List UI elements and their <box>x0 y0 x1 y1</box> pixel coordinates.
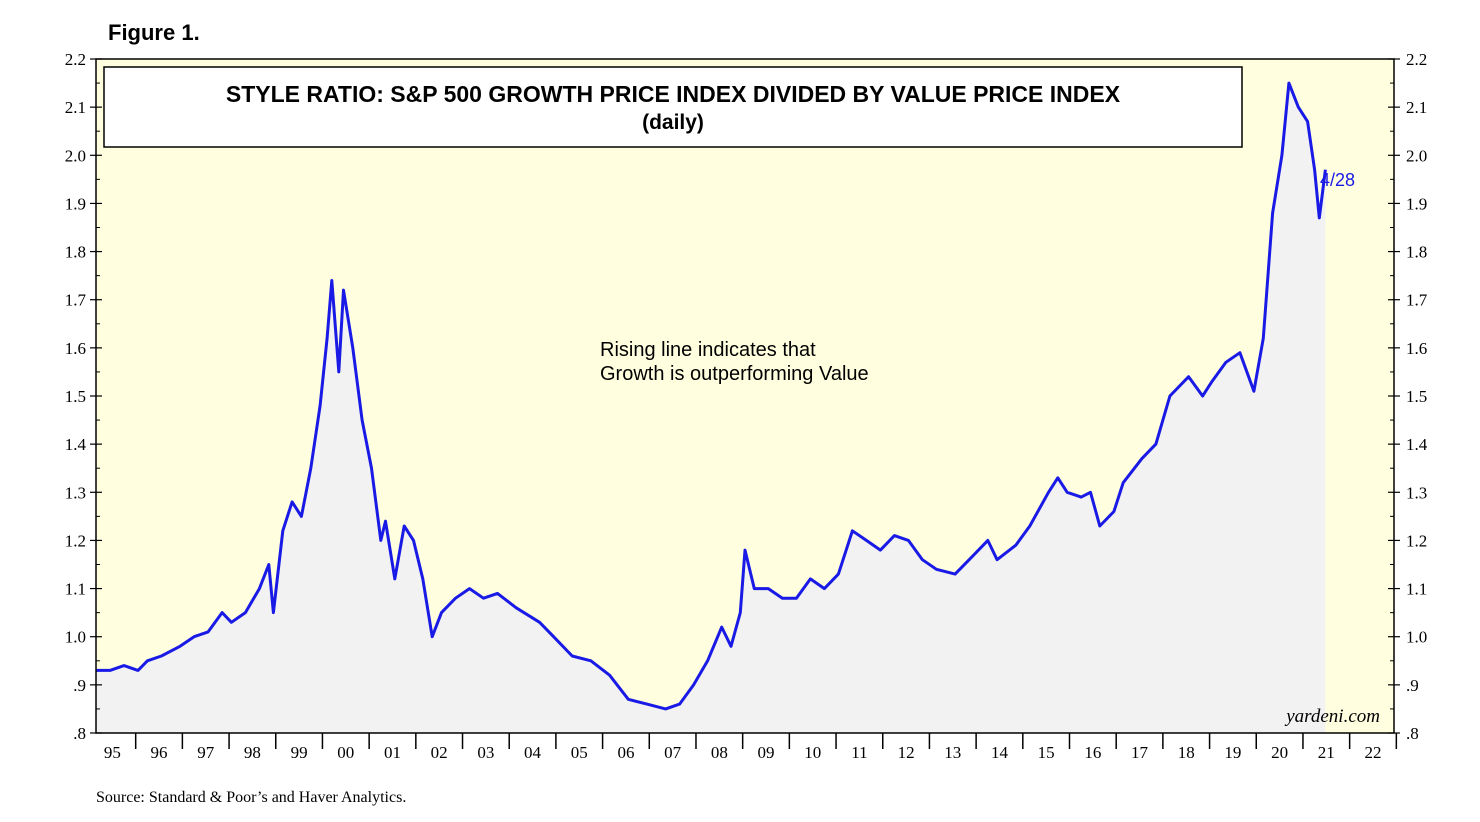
x-tick-label: 01 <box>384 743 401 762</box>
y-tick-label-left: 1.9 <box>65 194 86 213</box>
x-tick-label: 03 <box>477 743 494 762</box>
x-tick-label: 04 <box>524 743 542 762</box>
title-box <box>103 66 1243 148</box>
annotation-line-2: Growth is outperforming Value <box>600 363 869 385</box>
y-tick-label-left: 1.6 <box>65 339 86 358</box>
y-tick-label-right: 1.5 <box>1406 387 1427 406</box>
y-tick-label-right: 2.0 <box>1406 146 1427 165</box>
y-tick-label-left: 1.3 <box>65 483 86 502</box>
x-tick-label: 18 <box>1178 743 1195 762</box>
chart-subtitle: (daily) <box>642 111 704 134</box>
figure-label: Figure 1. <box>108 20 200 45</box>
end-date-label: 4/28 <box>1320 170 1355 190</box>
series-line <box>96 81 1327 711</box>
y-tick-label-left: .9 <box>73 676 86 695</box>
x-tick-label: 19 <box>1224 743 1241 762</box>
source-note: Source: Standard & Poor’s and Haver Anal… <box>96 789 407 806</box>
x-axis: 95 96 97 98 99 00 01 02 03 04 05 06 07 08 09 10 11 12 13 14… <box>104 733 1398 762</box>
y-tick-label-left: 1.7 <box>65 291 87 310</box>
y-tick-label-right: 1.8 <box>1406 243 1427 262</box>
y-tick-label-left: 2.1 <box>65 98 86 117</box>
x-tick-label: 22 <box>1364 743 1381 762</box>
y-tick-label-right: .8 <box>1406 724 1419 743</box>
x-tick-label: 12 <box>898 743 915 762</box>
x-tick-label: 02 <box>431 743 448 762</box>
y-tick-label-right: 2.1 <box>1406 98 1427 117</box>
x-tick-label: 14 <box>991 743 1009 762</box>
x-tick-label: 99 <box>291 743 308 762</box>
x-tick-label: 20 <box>1271 743 1288 762</box>
x-tick-label: 05 <box>571 743 588 762</box>
x-tick-label: 16 <box>1084 743 1101 762</box>
y-axis-left: .8 .9 1.0 1.1 1.2 1.3 1.4 1.5 1.6 1.7 1.8 1.9 2.0 2.1… <box>65 50 102 743</box>
y-tick-label-right: 1.6 <box>1406 339 1427 358</box>
x-tick-label: 97 <box>197 743 215 762</box>
x-tick-label: 11 <box>851 743 867 762</box>
x-tick-label: 10 <box>804 743 821 762</box>
y-tick-label-left: 2.2 <box>65 50 86 69</box>
y-tick-label-right: 1.3 <box>1406 483 1427 502</box>
series-area-fill <box>96 83 1326 734</box>
y-tick-label-left: 1.4 <box>65 435 87 454</box>
y-tick-label-right: .9 <box>1406 676 1419 695</box>
x-tick-label: 17 <box>1131 743 1149 762</box>
y-tick-label-left: 1.2 <box>65 531 86 550</box>
x-tick-label: 15 <box>1038 743 1055 762</box>
x-tick-label: 98 <box>244 743 261 762</box>
y-tick-label-left: 1.5 <box>65 387 86 406</box>
y-tick-label-right: 1.1 <box>1406 580 1427 599</box>
chart-title: STYLE RATIO: S&P 500 GROWTH PRICE INDEX … <box>226 81 1121 107</box>
x-tick-label: 08 <box>711 743 728 762</box>
x-tick-label: 95 <box>104 743 121 762</box>
y-tick-label-right: 1.7 <box>1406 291 1428 310</box>
y-tick-label-left: 1.8 <box>65 243 86 262</box>
y-tick-label-left: 1.1 <box>65 580 86 599</box>
x-tick-label: 06 <box>617 743 634 762</box>
y-tick-label-right: 2.2 <box>1406 50 1427 69</box>
x-tick-label: 96 <box>151 743 168 762</box>
y-tick-label-right: 1.2 <box>1406 531 1427 550</box>
annotation-line-1: Rising line indicates that <box>600 339 816 361</box>
credit-watermark: yardeni.com <box>1284 706 1380 727</box>
x-tick-label: 21 <box>1318 743 1335 762</box>
y-axis-right: .8 .9 1.0 1.1 1.2 1.3 1.4 1.5 1.6 1.7 1.8 1.9 2.0 2.1… <box>1388 50 1428 743</box>
x-tick-label: 13 <box>944 743 961 762</box>
y-tick-label-right: 1.0 <box>1406 628 1427 647</box>
y-tick-label-left: 2.0 <box>65 146 86 165</box>
y-tick-label-left: 1.0 <box>65 628 86 647</box>
x-tick-label: 07 <box>664 743 682 762</box>
x-tick-label: 00 <box>337 743 354 762</box>
x-tick-label: 09 <box>758 743 775 762</box>
y-tick-label-left: .8 <box>73 724 86 743</box>
y-tick-label-right: 1.4 <box>1406 435 1428 454</box>
y-tick-label-right: 1.9 <box>1406 194 1427 213</box>
